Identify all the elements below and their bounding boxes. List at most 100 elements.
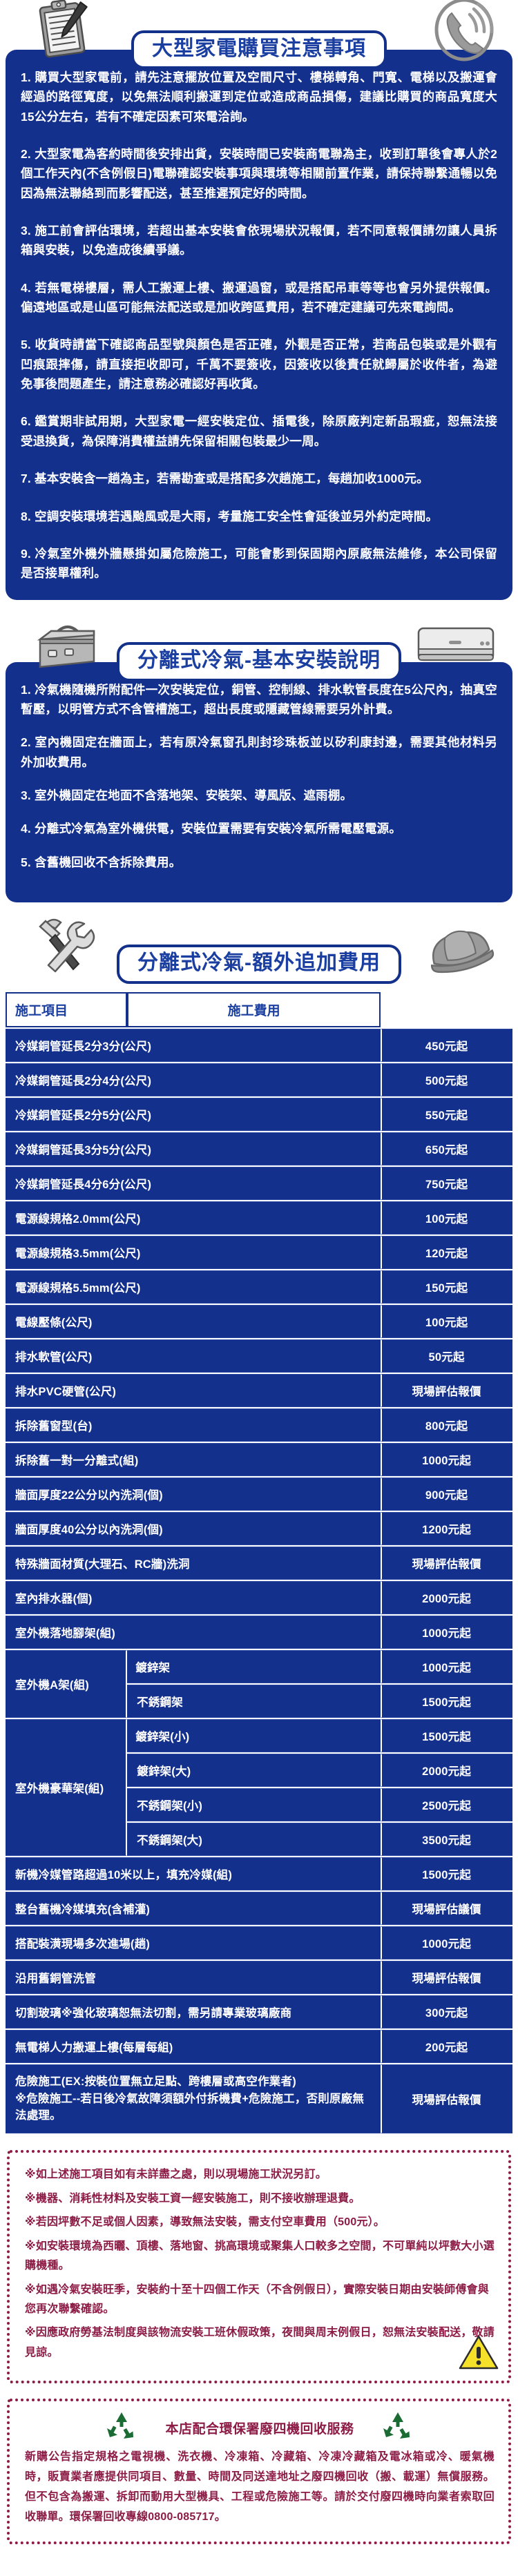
cell-group-label: 室外機A架(組) [6, 1649, 128, 1718]
table-row: 牆面厚度40公分以內洗洞(個) 1200元起 [6, 1511, 512, 1545]
cell-item: 電源線規格3.5mm(公尺) [6, 1235, 381, 1269]
cell-item: 電源線規格2.0mm(公尺) [6, 1201, 381, 1234]
cell-price: 500元起 [381, 1063, 512, 1096]
cell-item: 切割玻璃※強化玻璃恕無法切割，需另請專業玻璃廠商 [6, 1995, 381, 2028]
cell-item: 電源線規格5.5mm(公尺) [6, 1270, 381, 1304]
cell-subitem: 不銹鋼架(大) [127, 1822, 381, 1856]
cell-price: 1200元起 [381, 1511, 512, 1545]
recycle-icon [106, 2411, 137, 2445]
notice-line: ※如遇冷氣安裝旺季，安裝約十至十四個工作天（不含例假日），實際安裝日期由安裝師傅… [25, 2283, 489, 2315]
cell-price: 現場評估報價 [381, 1960, 512, 1994]
table-row: 沿用舊銅管洗管 現場評估報價 [6, 1960, 512, 1994]
recycle-icon [382, 2411, 414, 2445]
note-paragraph: 3. 室外機固定在地面不含落地架、安裝架、導風版、遮雨棚。 [21, 788, 353, 802]
table-row: 特殊牆面材質(大理石、RC牆)洗洞 現場評估報價 [6, 1546, 512, 1580]
table-row-grouped: 不銹鋼架 1500元起 [6, 1684, 512, 1718]
cell-subitem: 不銹鋼架 [127, 1684, 381, 1718]
cell-price: 550元起 [381, 1097, 512, 1131]
cell-item: 整台舊機冷媒填充(含補灌) [6, 1891, 381, 1925]
section-header: 大型家電購買注意事項 [0, 0, 518, 69]
cell-item: 沿用舊銅管洗管 [6, 1960, 381, 1994]
air-conditioner-icon [414, 621, 497, 677]
note-paragraph: 2. 室內機固定在牆面上，若有原冷氣窗孔則封珍珠板並以矽利康封邊，需要其他材料另… [21, 735, 497, 769]
cell-item: 危險施工(EX:按裝位置無立足點、跨樓層或高空作業者) ※危險施工--若日後冷氣… [6, 2064, 381, 2134]
cell-price: 現場評估報價 [381, 2064, 512, 2134]
cell-item: 拆除舊一對一分離式(組) [6, 1442, 381, 1476]
section-extra-fees: 分離式冷氣-額外追加費用 施工項目 施工費用 [0, 915, 518, 2135]
table-row: 冷媒銅管延長3分5分(公尺) 650元起 [6, 1132, 512, 1165]
clipboard-icon [30, 0, 97, 65]
note-paragraph: 1. 冷氣機隨機所附配件一次安裝定位，銅管、控制線、排水軟管長度在5公尺內，抽真… [21, 682, 497, 716]
table-row: 冷媒銅管延長2分5分(公尺) 550元起 [6, 1097, 512, 1131]
cell-item: 冷媒銅管延長2分3分(公尺) [6, 1028, 381, 1062]
table-row: 危險施工(EX:按裝位置無立足點、跨樓層或高空作業者) ※危險施工--若日後冷氣… [6, 2064, 512, 2134]
cell-item: 冷媒銅管延長3分5分(公尺) [6, 1132, 381, 1165]
table-row: 排水PVC硬管(公尺) 現場評估報價 [6, 1373, 512, 1407]
table-row: 無電梯人力搬運上樓(每層每組) 200元起 [6, 2029, 512, 2063]
hammer-wrench-icon [30, 913, 102, 980]
table-row-grouped: 鍍鋅架(大) 2000元起 [6, 1753, 512, 1787]
table-row: 電源線規格5.5mm(公尺) 150元起 [6, 1270, 512, 1304]
cell-item: 電線壓條(公尺) [6, 1304, 381, 1338]
fee-table-wrap: 施工項目 施工費用 冷媒銅管延長2分3分(公尺) 450元起 冷媒銅管延長2分4分… [6, 991, 512, 2135]
fee-table-body: 冷媒銅管延長2分3分(公尺) 450元起 冷媒銅管延長2分4分(公尺) 500元起 … [6, 1028, 512, 2134]
cell-price: 200元起 [381, 2029, 512, 2063]
cell-price: 100元起 [381, 1201, 512, 1234]
section-purchase-notes: 大型家電購買注意事項 1. 購買大型家電前，請先注意擺放位置及空間尺寸、樓梯轉角… [0, 0, 518, 600]
cell-item: 搭配裝潢現場多次進場(趟) [6, 1926, 381, 1959]
notice-line: ※如安裝環境為西曬、頂樓、落地窗、挑高環境或聚集人口較多之空間，不可單純以坪數大… [25, 2240, 495, 2272]
table-header-row: 施工項目 施工費用 [6, 991, 512, 1027]
note-paragraph: 5. 含舊機回收不含拆除費用。 [21, 855, 182, 869]
table-row-grouped: 室外機A架(組) 鍍鋅架 1000元起 [6, 1649, 512, 1718]
cell-item: 新機冷媒管路超過10米以上，填充冷媒(組) [6, 1857, 381, 1890]
cell-price: 750元起 [381, 1166, 512, 1200]
cell-item: 排水PVC硬管(公尺) [6, 1373, 381, 1407]
cell-price: 100元起 [381, 1304, 512, 1338]
notice-line: ※如上述施工項目如有未詳盡之處，則以現場施工狀況另訂。 [25, 2169, 327, 2181]
recycle-box: 本店配合環保署廢四機回收服務 新購公告指定規格之電視機、洗衣機、冷凍箱、冷藏箱、… [7, 2399, 511, 2544]
section-title: 大型家電購買注意事項 [131, 30, 387, 69]
cell-price: 1000元起 [381, 1926, 512, 1959]
cell-price: 2500元起 [381, 1788, 512, 1821]
cell-price: 50元起 [381, 1339, 512, 1373]
cell-price: 1000元起 [381, 1615, 512, 1649]
note-paragraph: 4. 若無電梯樓層，需人工搬運上樓、搬運過窗，或是搭配吊車等等也會另外提供報價。… [21, 280, 497, 315]
section-header: 分離式冷氣-額外追加費用 [0, 913, 518, 984]
cell-price: 1500元起 [381, 1857, 512, 1890]
cell-price: 450元起 [381, 1028, 512, 1062]
table-row: 拆除舊一對一分離式(組) 1000元起 [6, 1442, 512, 1476]
note-paragraph: 6. 鑑賞期非試用期，大型家電一經安裝定位、插電後，除原廠判定新品瑕疵，恕無法接… [21, 414, 497, 448]
cell-item: 冷媒銅管延長2分4分(公尺) [6, 1063, 381, 1096]
cell-price: 現場評估議價 [381, 1891, 512, 1925]
cell-item: 冷媒銅管延長2分5分(公尺) [6, 1097, 381, 1131]
table-row: 室內排水器(個) 2000元起 [6, 1580, 512, 1614]
table-row-grouped: 不銹鋼架(小) 2500元起 [6, 1788, 512, 1821]
cell-price: 1500元起 [381, 1684, 512, 1718]
cell-item: 室外機落地腳架(組) [6, 1615, 381, 1649]
note-paragraph: 2. 大型家電為客約時間後安排出貨，安裝時間已安裝商電聯為主，收到訂單後會專人於… [21, 147, 497, 200]
cell-price: 1000元起 [381, 1442, 512, 1476]
table-row: 電線壓條(公尺) 100元起 [6, 1304, 512, 1338]
table-row: 整台舊機冷媒填充(含補灌) 現場評估議價 [6, 1891, 512, 1925]
cell-price: 3500元起 [381, 1822, 512, 1856]
table-row: 冷媒銅管延長2分4分(公尺) 500元起 [6, 1063, 512, 1096]
table-row: 排水軟管(公尺) 50元起 [6, 1339, 512, 1373]
cell-subitem: 鍍鋅架(大) [127, 1753, 381, 1787]
basic-install-panel: 1. 冷氣機隨機所附配件一次安裝定位，銅管、控制線、排水軟管長度在5公尺內，抽真… [6, 661, 512, 902]
purchase-notes-panel: 1. 購買大型家電前，請先注意擺放位置及空間尺寸、樓梯轉角、門寬、電梯以及搬運會… [6, 50, 512, 600]
recycle-text: 新購公告指定規格之電視機、洗衣機、冷凍箱、冷藏箱、冷凍冷藏箱及電冰箱或冷、暖氣機… [25, 2451, 495, 2523]
cell-item: 排水軟管(公尺) [6, 1339, 381, 1373]
cell-group-label: 室外機豪華架(組) [6, 1718, 128, 1856]
note-paragraph: 1. 購買大型家電前，請先注意擺放位置及空間尺寸、樓梯轉角、門寬、電梯以及搬運會… [21, 70, 497, 124]
cell-price: 300元起 [381, 1995, 512, 2028]
cell-item: 牆面厚度40公分以內洗洞(個) [6, 1511, 381, 1545]
table-row: 冷媒銅管延長2分3分(公尺) 450元起 [6, 1028, 512, 1062]
cell-price: 現場評估報價 [381, 1373, 512, 1407]
recycle-header: 本店配合環保署廢四機回收服務 [25, 2411, 495, 2445]
toolbox-icon [30, 619, 102, 677]
notice-line: ※因應政府勞基法制度與該物流安裝工班休假政策，夜間與周末例假日，恕無法安裝配送，… [25, 2327, 495, 2359]
note-paragraph: 5. 收貨時請當下確認商品型號與顏色是否正確，外觀是否正常，若商品包裝或是外觀有… [21, 338, 497, 391]
table-row: 新機冷媒管路超過10米以上，填充冷媒(組) 1500元起 [6, 1857, 512, 1890]
col-header-price: 施工費用 [127, 991, 381, 1027]
notice-box: ※如上述施工項目如有未詳盡之處，則以現場施工狀況另訂。 ※機器、消耗性材料及安裝… [7, 2150, 511, 2384]
